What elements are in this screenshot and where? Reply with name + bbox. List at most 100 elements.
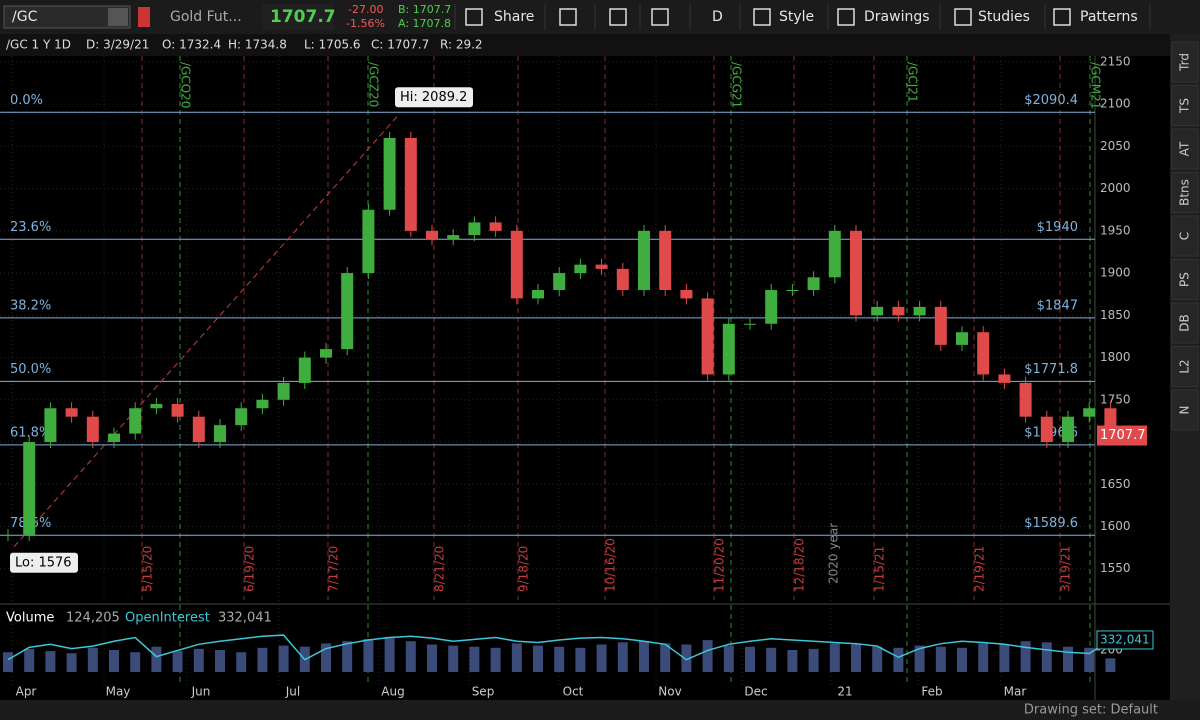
candle-body xyxy=(510,230,523,299)
fib-price: $1589.6 xyxy=(1024,516,1078,531)
candle-body xyxy=(468,222,481,236)
y-tick-label: 2000 xyxy=(1100,181,1131,195)
volume-title: Volume xyxy=(6,611,54,626)
candle-body xyxy=(383,137,396,210)
volume-bar xyxy=(109,650,119,672)
button-icon[interactable] xyxy=(465,8,483,26)
candle-body xyxy=(977,332,990,375)
volume-bar xyxy=(278,645,289,672)
side-tab[interactable] xyxy=(1171,389,1199,431)
volume-bar xyxy=(766,647,777,672)
fib-price: $1940 xyxy=(1037,220,1078,235)
hi-box xyxy=(395,87,473,108)
toolbar-button[interactable]: Patterns xyxy=(1080,9,1138,25)
toolbar xyxy=(0,0,1200,34)
last-price-label: 1707.7 xyxy=(1100,428,1146,443)
volume-bar xyxy=(787,650,798,672)
candle-body xyxy=(956,332,968,345)
side-tab-label: C xyxy=(1178,232,1192,240)
side-tab[interactable] xyxy=(1171,41,1199,83)
candle-body xyxy=(256,399,269,409)
volume-bar xyxy=(66,653,77,672)
side-tab[interactable] xyxy=(1171,215,1199,257)
contract-label: /GCQ20 xyxy=(179,62,193,108)
date-label: 8/21/20 xyxy=(433,546,447,592)
candle-body xyxy=(680,289,693,299)
side-tab[interactable] xyxy=(1171,302,1199,344)
toolbar-button[interactable]: Studies xyxy=(978,9,1030,25)
symbol-box[interactable] xyxy=(3,5,131,29)
contract-label: /GCG21 xyxy=(730,62,744,108)
date-label: 2/19/21 xyxy=(973,546,987,592)
volume-bar xyxy=(1084,647,1095,672)
side-tab-label: N xyxy=(1178,406,1192,415)
candle-body xyxy=(553,273,566,290)
volume-bar xyxy=(702,640,713,672)
side-tab[interactable] xyxy=(1171,128,1199,170)
volume-bar xyxy=(3,652,13,672)
volume-bar xyxy=(87,647,98,672)
symbol-dropdown[interactable] xyxy=(108,8,128,26)
candle-body xyxy=(913,306,926,316)
candle-body xyxy=(171,404,184,417)
side-tab-label: PS xyxy=(1178,272,1192,287)
volume-bar xyxy=(342,641,353,672)
side-tab-label: Btns xyxy=(1178,179,1192,206)
volume-bar xyxy=(914,645,925,672)
side-tab[interactable] xyxy=(1171,259,1199,300)
oi-tag-label: 332,041 xyxy=(1100,632,1150,646)
volume-bar xyxy=(427,644,437,672)
candle-body xyxy=(1019,382,1032,417)
toolbar-button[interactable]: Style xyxy=(779,9,814,25)
volume-bar xyxy=(405,641,416,672)
side-tab[interactable] xyxy=(1171,172,1199,213)
volume-bar xyxy=(596,644,607,672)
side-tab[interactable] xyxy=(1171,346,1199,387)
header-symbol: /GC 1 Y 1D xyxy=(6,38,71,52)
date-label: 9/18/20 xyxy=(517,546,531,592)
volume-bar xyxy=(617,642,628,672)
header-date: D: 3/29/21 xyxy=(86,38,149,52)
volume-bar xyxy=(45,651,56,672)
candle-body xyxy=(129,408,142,434)
date-label: 12/18/20 xyxy=(793,538,807,592)
last-price-tag xyxy=(1097,425,1147,446)
volume-value: 124,205 xyxy=(66,611,120,626)
button-icon[interactable] xyxy=(1053,8,1071,26)
volume-bar xyxy=(257,647,268,672)
volume-bar xyxy=(660,643,671,672)
candle-body xyxy=(638,230,650,290)
button-icon[interactable] xyxy=(609,8,627,26)
button-icon[interactable] xyxy=(651,8,669,26)
button-icon[interactable] xyxy=(559,8,577,26)
y-tick-label: 1650 xyxy=(1100,477,1131,491)
button-icon[interactable] xyxy=(753,8,771,26)
toolbar-button[interactable]: Share xyxy=(494,9,534,25)
toolbar-button[interactable]: D xyxy=(712,9,723,25)
toolbar-button[interactable]: Drawings xyxy=(864,9,930,25)
link-icon[interactable] xyxy=(138,7,150,27)
y-tick-label: 1550 xyxy=(1100,561,1131,575)
volume-bar xyxy=(236,652,247,672)
price-plot: 1550160016501700175018001850190019502000… xyxy=(0,54,1154,699)
ask: A: 1707.8 xyxy=(398,17,451,30)
date-label: 6/19/20 xyxy=(243,546,257,592)
y-tick-label: 1950 xyxy=(1100,223,1131,237)
candle-body xyxy=(86,416,99,443)
volume-bar xyxy=(469,646,480,672)
volume-bar xyxy=(829,643,840,672)
button-icon[interactable] xyxy=(837,8,855,26)
candle-body xyxy=(595,264,608,269)
candle-body xyxy=(214,425,226,443)
hi-label: Hi: 2089.2 xyxy=(400,90,467,105)
button-icon[interactable] xyxy=(954,8,972,26)
side-tab[interactable] xyxy=(1171,85,1199,126)
volume-bar xyxy=(130,652,141,672)
month-label: Mar xyxy=(1004,685,1027,699)
header-close: C: 1707.7 xyxy=(371,38,429,52)
drawing-set[interactable]: Drawing set: Default xyxy=(1024,703,1158,718)
volume-bar xyxy=(193,648,204,672)
change-pct: -1.56% xyxy=(346,17,385,30)
contract-label: /GCJ21 xyxy=(906,62,920,103)
